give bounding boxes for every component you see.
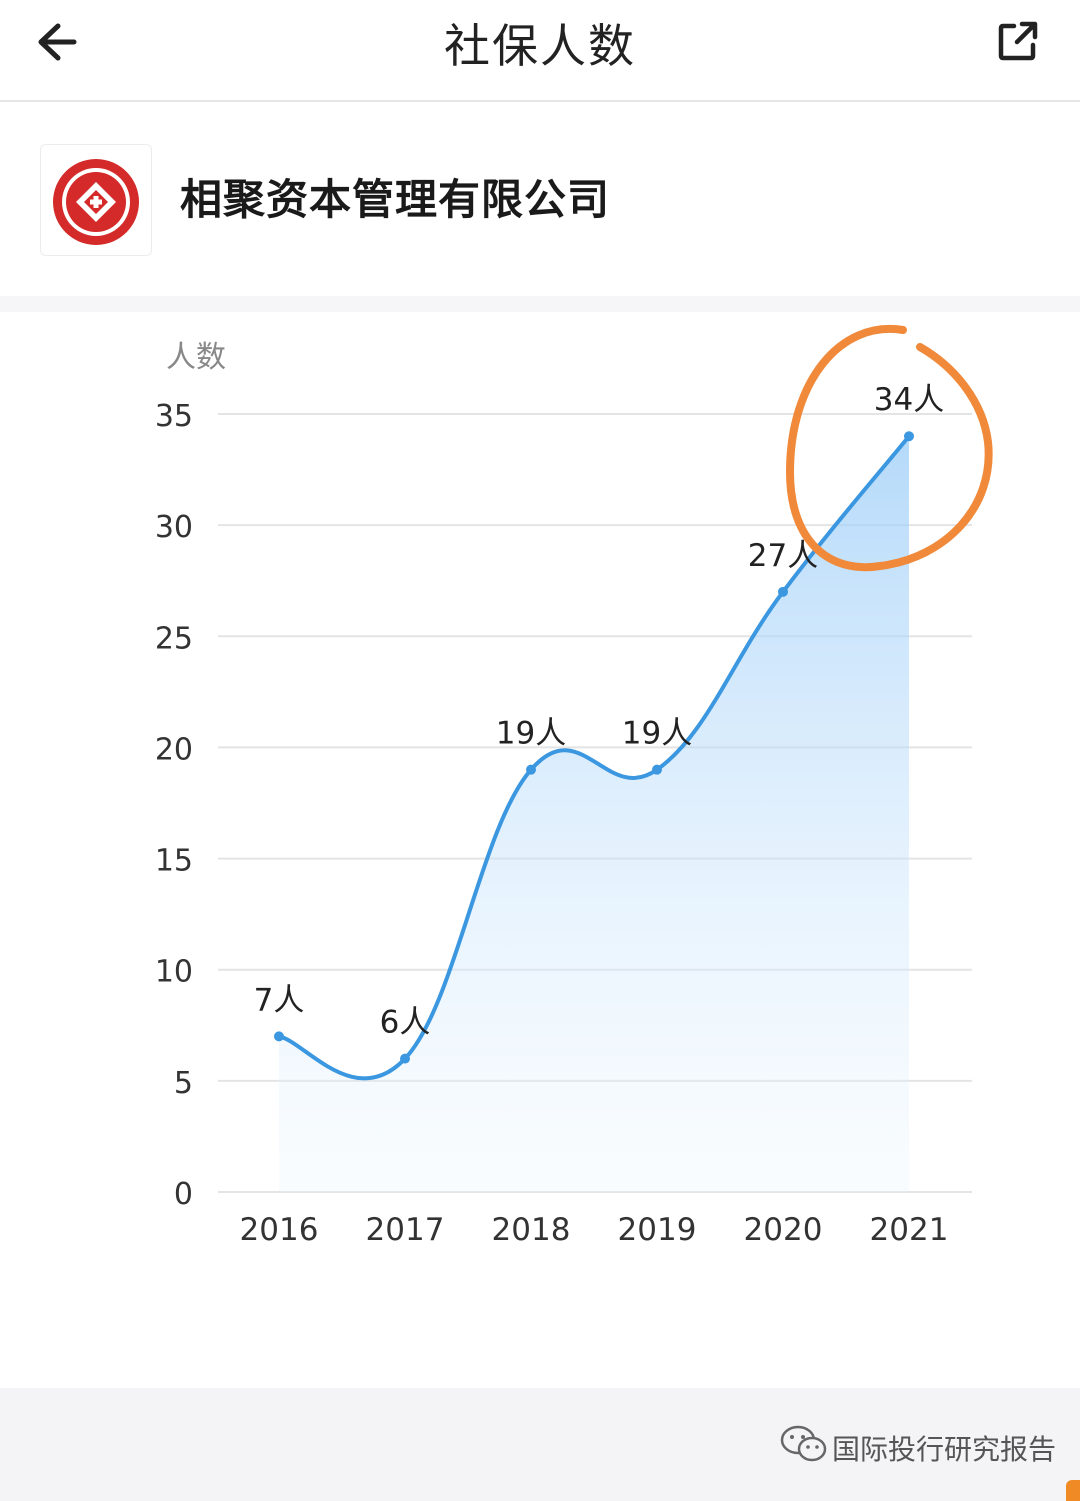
data-label: 34人: [874, 382, 944, 418]
footer-bar: [0, 1388, 1080, 1501]
x-tick-label: 2021: [870, 1212, 949, 1248]
orange-tab[interactable]: [1066, 1480, 1080, 1501]
data-label: 7人: [254, 982, 305, 1018]
top-bar: 社保人数: [0, 0, 1080, 102]
x-tick-label: 2017: [366, 1212, 445, 1248]
y-tick-label: 20: [155, 732, 193, 767]
share-button[interactable]: [990, 18, 1050, 78]
company-logo[interactable]: [40, 144, 152, 256]
data-point[interactable]: [274, 1031, 284, 1042]
data-label: 27人: [748, 538, 818, 574]
data-point[interactable]: [400, 1053, 410, 1064]
x-tick-label: 2016: [240, 1212, 319, 1248]
data-label: 19人: [496, 716, 566, 752]
x-axis: 2016 2017 2018 2019 2020 2021: [240, 1212, 949, 1248]
company-section: 相聚资本管理有限公司: [0, 102, 1080, 296]
y-tick-label: 35: [155, 399, 193, 434]
y-tick-label: 25: [155, 621, 193, 656]
footer-source-text: 国际投行研究报告: [832, 1433, 1057, 1466]
y-tick-label: 10: [155, 955, 193, 990]
data-point[interactable]: [904, 431, 914, 442]
y-tick-label: 0: [174, 1177, 193, 1212]
data-label: 6人: [380, 1005, 431, 1041]
back-button[interactable]: [30, 18, 90, 78]
x-tick-label: 2018: [492, 1212, 571, 1248]
page-title: 社保人数: [444, 19, 636, 73]
series-area: [279, 436, 909, 1192]
wechat-icon: [780, 1425, 827, 1462]
y-tick-label: 30: [155, 510, 193, 545]
company-logo-icon: [53, 159, 139, 245]
wechat-icon-wrap: [780, 1424, 828, 1464]
data-label: 19人: [622, 716, 692, 752]
x-tick-label: 2019: [618, 1212, 697, 1248]
y-tick-label: 5: [174, 1066, 193, 1101]
arrow-left-icon: [38, 23, 77, 61]
chart-card: 35 30 25 20 15 10 5 0 人数 2016 2017 2018 2019 2020 20…: [0, 312, 1080, 1388]
data-labels: 7人 6人 19人 19人 27人 34人: [254, 382, 945, 1040]
x-tick-label: 2020: [744, 1212, 823, 1248]
data-point[interactable]: [778, 586, 788, 597]
y-tick-label: 15: [155, 844, 193, 879]
data-point[interactable]: [652, 764, 662, 775]
company-name[interactable]: 相聚资本管理有限公司: [180, 175, 611, 224]
y-axis-label: 人数: [166, 340, 226, 375]
highlight-circle: [785, 324, 993, 572]
external-link-icon: [998, 21, 1038, 61]
data-point[interactable]: [526, 764, 536, 775]
data-points: [274, 431, 914, 1064]
y-axis: 35 30 25 20 15 10 5 0: [155, 399, 193, 1212]
